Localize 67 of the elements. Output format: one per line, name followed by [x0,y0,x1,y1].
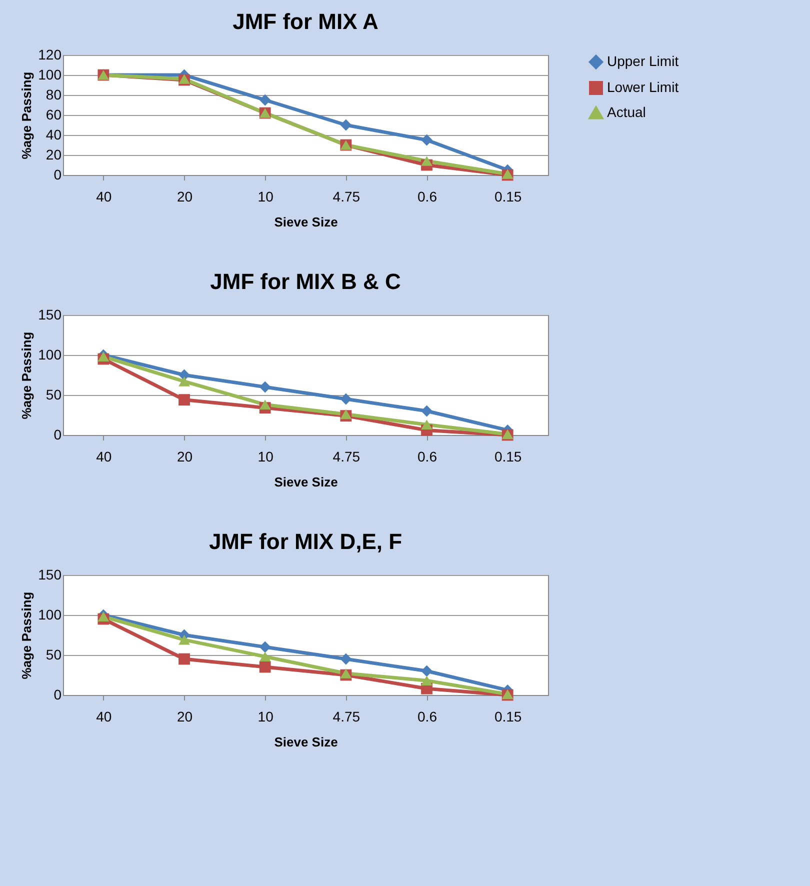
x-tick-label: 20 [176,188,193,204]
chart-title: JMF for MIX A [232,9,379,34]
point [421,405,432,417]
y-tick-label: 100 [38,606,62,622]
y-tick-label: 60 [46,106,62,122]
point [259,381,271,393]
y-tick-label: 150 [38,566,62,582]
point [259,661,271,673]
y-tick-label: 20 [46,146,62,162]
x-tick-label: 4.75 [332,708,360,724]
x-tick-label: 4.75 [332,448,360,464]
point [340,668,352,678]
point [421,676,432,686]
point [421,665,432,677]
point [259,94,271,106]
y-tick-label: 0 [54,426,62,442]
x-tick-label: 0.6 [418,448,438,464]
x-tick-label: 10 [258,188,274,204]
chart-title: JMF for MIX D,E, F [208,529,402,554]
x-axis-title: Sieve Size [274,474,338,490]
y-tick-label: 40 [46,126,62,142]
x-tick-label: 0.15 [494,708,522,724]
point [259,400,271,410]
y-tick-label: 120 [38,46,62,62]
point [178,634,190,645]
y-tick-label: 80 [46,86,62,102]
x-tick-label: 0.15 [494,448,522,464]
point [98,612,110,622]
point [178,394,190,406]
x-tick-label: 0.6 [418,708,438,724]
point [421,156,432,166]
point [178,376,190,386]
chart-title: JMF for MIX B & C [210,269,401,294]
y-axis-title: %age Passing [19,592,34,680]
x-tick-label: 0.15 [494,188,522,204]
legend-label: Actual [607,104,646,120]
point [340,119,352,131]
point [259,641,271,653]
point [259,652,271,662]
point [421,134,432,146]
x-tick-label: 20 [176,708,193,724]
x-tick-label: 20 [176,448,193,464]
x-tick-label: 10 [258,708,274,724]
x-tick-label: 40 [96,708,112,724]
x-tick-label: 40 [96,188,112,204]
y-tick-label: 100 [38,346,62,362]
x-tick-label: 4.75 [332,188,360,204]
point [178,653,190,665]
legend-label: Upper Limit [607,53,679,69]
point [421,420,432,430]
x-tick-label: 0.6 [418,188,438,204]
point [98,352,110,362]
y-tick-label: 0 [54,686,62,702]
y-axis-title: %age Passing [19,332,34,420]
x-tick-label: 40 [96,448,112,464]
y-axis-title: %age Passing [19,72,34,160]
x-axis-title: Sieve Size [274,734,338,750]
y-tick-label: 100 [38,66,62,82]
x-tick-label: 10 [258,448,274,464]
y-tick-label: 0 [54,166,62,182]
y-tick-label: 50 [46,386,62,402]
legend-label: Lower Limit [607,79,679,95]
y-tick-label: 50 [46,646,62,662]
x-axis-title: Sieve Size [274,214,338,230]
y-tick-label: 150 [38,306,62,322]
point [340,393,352,405]
point [340,653,352,665]
